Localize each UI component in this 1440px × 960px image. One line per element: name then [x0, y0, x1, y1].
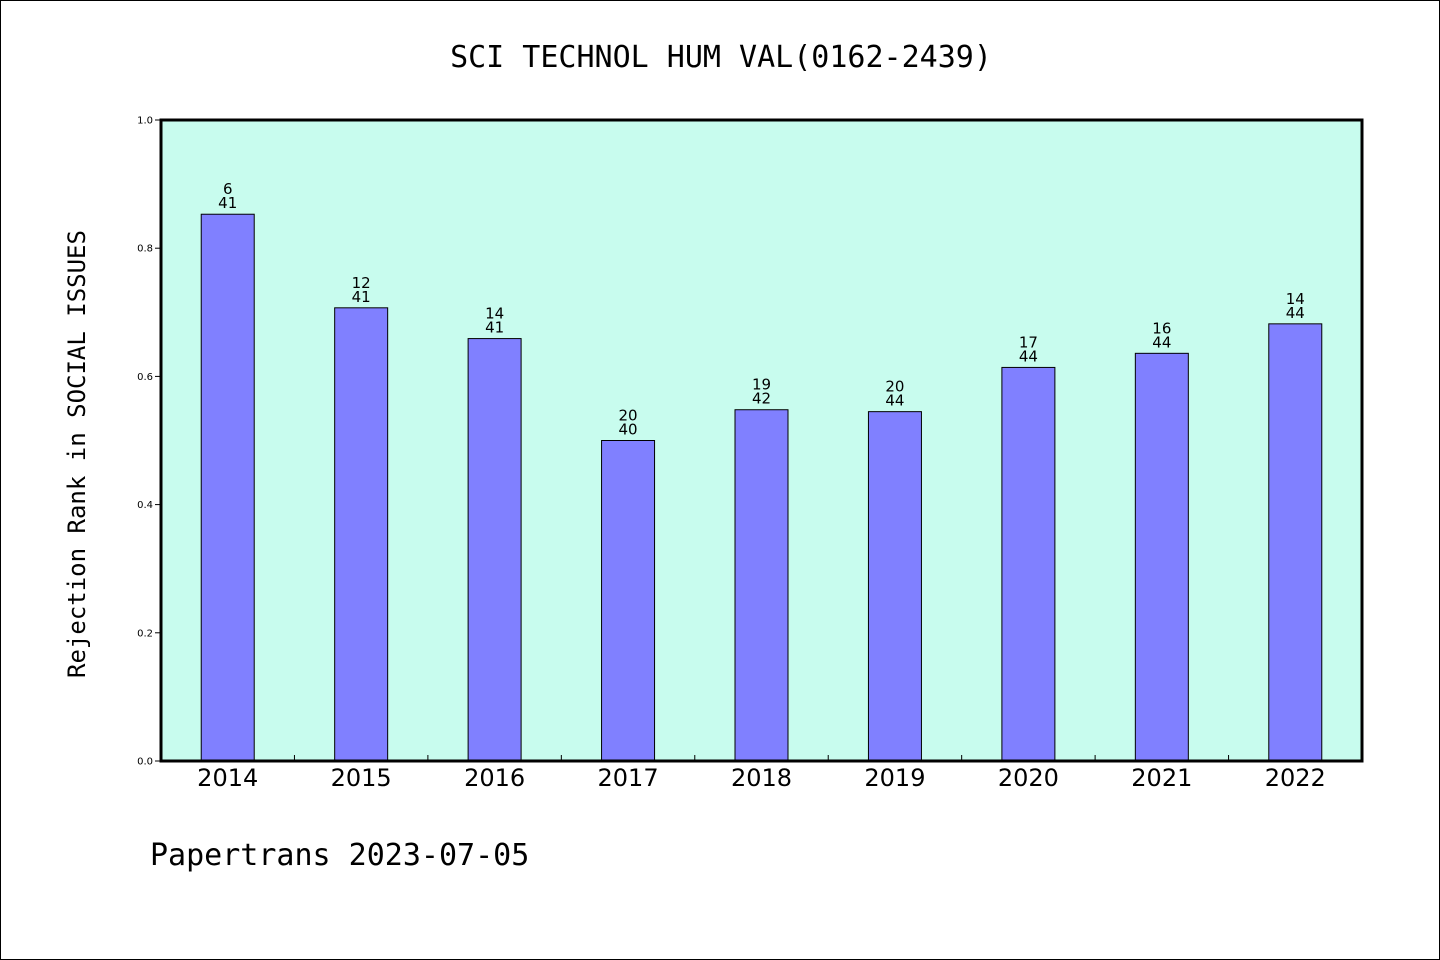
y-tick-label: 0.2 — [137, 628, 153, 639]
x-tick-label: 2017 — [598, 764, 659, 792]
plot-border — [159, 118, 1364, 763]
bar-2014 — [200, 213, 255, 762]
bar-2017 — [601, 440, 656, 762]
bar-rank-label: 6 — [223, 180, 233, 198]
bars — [200, 213, 1323, 762]
bar-rank-label: 14 — [1286, 290, 1305, 308]
bar-2019 — [867, 411, 922, 762]
bar-2016 — [467, 338, 522, 762]
bar-total-label: 41 — [352, 288, 371, 306]
bar-2015 — [334, 307, 389, 762]
bar-total-label: 44 — [885, 392, 904, 410]
bar-total-label: 44 — [1286, 304, 1305, 322]
y-tick-label: 0.4 — [137, 500, 153, 511]
bar-2022 — [1268, 323, 1323, 762]
bar-rank-label: 19 — [752, 376, 771, 394]
bar-labels: 2014641201512412016144120172040201819422… — [197, 180, 1326, 792]
bar-rank-label: 20 — [885, 378, 904, 396]
x-tick-label: 2019 — [864, 764, 925, 792]
bar-rank-label: 17 — [1019, 333, 1038, 351]
x-tick-label: 2015 — [331, 764, 392, 792]
x-tick-label: 2016 — [464, 764, 525, 792]
y-tick-label: 1.0 — [137, 116, 153, 127]
x-tick-label: 2018 — [731, 764, 792, 792]
bar-total-label: 42 — [752, 390, 771, 408]
bar-2021 — [1134, 352, 1189, 762]
x-tick-label: 2014 — [197, 764, 258, 792]
chart-title: SCI TECHNOL HUM VAL(0162-2439) — [450, 40, 992, 75]
bar-total-label: 44 — [1019, 347, 1038, 365]
bar-total-label: 40 — [619, 421, 638, 439]
x-tick-label: 2020 — [998, 764, 1059, 792]
bar-rank-label: 20 — [619, 407, 638, 425]
bar-rank-label: 16 — [1152, 319, 1171, 337]
x-tick-label: 2021 — [1131, 764, 1192, 792]
y-tick-label: 0.6 — [137, 372, 153, 383]
bar-total-label: 41 — [218, 194, 237, 212]
bar-2018 — [734, 409, 789, 762]
bar-rank-label: 12 — [352, 274, 371, 292]
y-axis-label: Rejection Rank in SOCIAL ISSUES — [63, 230, 91, 678]
bar-rank-label: 14 — [485, 305, 504, 323]
footer-text: Papertrans 2023-07-05 — [150, 838, 529, 873]
bar-total-label: 44 — [1152, 333, 1171, 351]
bar-2020 — [1001, 366, 1056, 762]
x-tick-label: 2022 — [1265, 764, 1326, 792]
bar-total-label: 41 — [485, 319, 504, 337]
y-tick-label: 0.8 — [137, 244, 153, 255]
y-tick-label: 0.0 — [137, 757, 153, 768]
